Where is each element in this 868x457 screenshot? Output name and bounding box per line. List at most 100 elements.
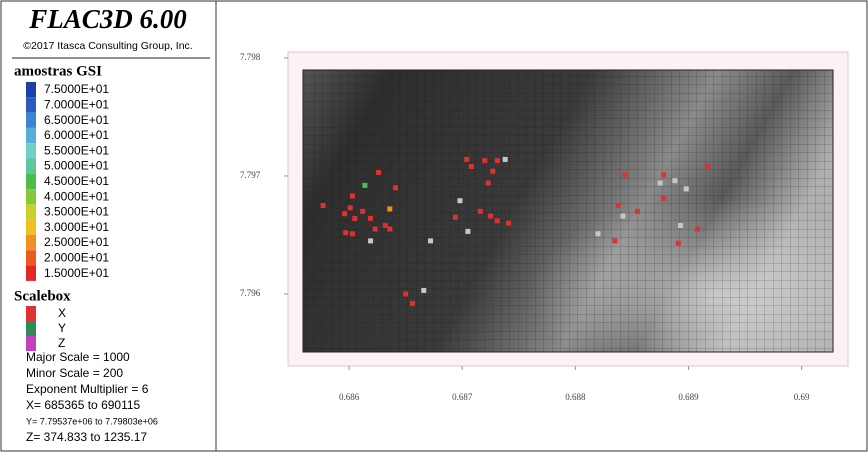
legend-swatch [26,174,36,189]
sample-point [368,238,373,243]
scale-info: Exponent Multiplier = 6 [26,382,149,396]
flac3d-window: FLAC3D 6.00 ©2017 Itasca Consulting Grou… [0,0,868,452]
sample-point [620,214,625,219]
legend-label: 7.0000E+01 [44,97,109,111]
axis-swatch [26,336,36,351]
sample-point [635,209,640,214]
sample-point [469,164,474,169]
legend-swatch [26,220,36,235]
legend-title: amostras GSI [14,63,102,79]
y-tick-label: 7.798 [240,52,261,62]
sample-point [352,216,357,221]
sample-point [684,186,689,191]
sample-point [658,181,663,186]
x-tick-label: 0.686 [339,392,360,402]
sample-point [595,231,600,236]
legend-label: 5.5000E+01 [44,143,109,157]
legend-swatch [26,143,36,158]
legend-swatch [26,189,36,204]
x-tick-label: 0.687 [452,392,473,402]
sample-point [343,230,348,235]
sample-point [393,185,398,190]
scalebox-title: Scalebox [14,288,71,304]
app-title: FLAC3D 6.00 [28,4,187,34]
sample-point [362,183,367,188]
sample-point [321,203,326,208]
legend-swatch [26,97,36,112]
sample-point [705,164,710,169]
sample-point [457,198,462,203]
axis-label: X [58,306,66,320]
sample-point [387,227,392,232]
sample-point [506,221,511,226]
mesh [303,70,833,352]
legend-label: 3.0000E+01 [44,220,109,234]
legend-label: 2.0000E+01 [44,250,109,264]
legend-swatch [26,113,36,128]
sample-point [495,158,500,163]
legend-label: 3.5000E+01 [44,205,109,219]
sample-point [464,157,469,162]
legend-swatch [26,250,36,265]
legend-label: 5.0000E+01 [44,159,109,173]
sample-point [478,209,483,214]
legend-label: 6.0000E+01 [44,128,109,142]
sample-point [678,223,683,228]
y-tick-label: 7.796 [240,288,261,298]
sample-point [623,172,628,177]
legend-label: 1.5000E+01 [44,266,109,280]
sample-point [453,215,458,220]
sample-point [695,227,700,232]
sample-point [421,288,426,293]
sample-point [486,181,491,186]
sample-point [503,157,508,162]
legend-swatch [26,266,36,281]
y-tick-label: 7.797 [240,170,261,180]
sample-point [342,211,347,216]
axis-swatch [26,321,36,336]
sample-point [616,203,621,208]
legend-label: 4.5000E+01 [44,174,109,188]
sample-point [403,291,408,296]
copyright: ©2017 Itasca Consulting Group, Inc. [23,40,192,52]
sample-point [672,178,677,183]
legend-swatch [26,128,36,143]
sample-point [428,238,433,243]
sample-point [350,194,355,199]
sample-point [661,196,666,201]
axis-swatch [26,306,36,321]
legend-swatch [26,235,36,250]
legend-swatch [26,159,36,174]
axis-label: Z [58,336,65,350]
sample-point [676,241,681,246]
x-tick-label: 0.688 [565,392,586,402]
sample-point [348,205,353,210]
scale-info: Major Scale = 1000 [26,350,130,364]
sample-point [488,214,493,219]
legend-swatch [26,204,36,219]
scale-info: Y= 7.79537e+06 to 7.79803e+06 [26,416,158,426]
sample-point [410,301,415,306]
sample-point [383,223,388,228]
sample-point [482,158,487,163]
legend-label: 2.5000E+01 [44,235,109,249]
scale-info: X= 685365 to 690115 [26,398,141,412]
sample-point [368,216,373,221]
x-tick-label: 0.69 [794,392,810,402]
scale-info: Minor Scale = 200 [26,366,123,380]
sample-point [465,229,470,234]
sample-point [612,238,617,243]
sample-point [350,231,355,236]
legend-label: 7.5000E+01 [44,82,109,96]
sample-point [661,172,666,177]
x-tick-label: 0.689 [678,392,699,402]
sample-point [490,169,495,174]
sample-point [373,227,378,232]
sample-point [495,218,500,223]
scale-info: Z= 374.833 to 1235.17 [26,430,147,444]
legend-label: 6.5000E+01 [44,113,109,127]
legend-swatch [26,82,36,97]
axis-label: Y [58,321,66,335]
legend-label: 4.0000E+01 [44,189,109,203]
sample-point [360,209,365,214]
